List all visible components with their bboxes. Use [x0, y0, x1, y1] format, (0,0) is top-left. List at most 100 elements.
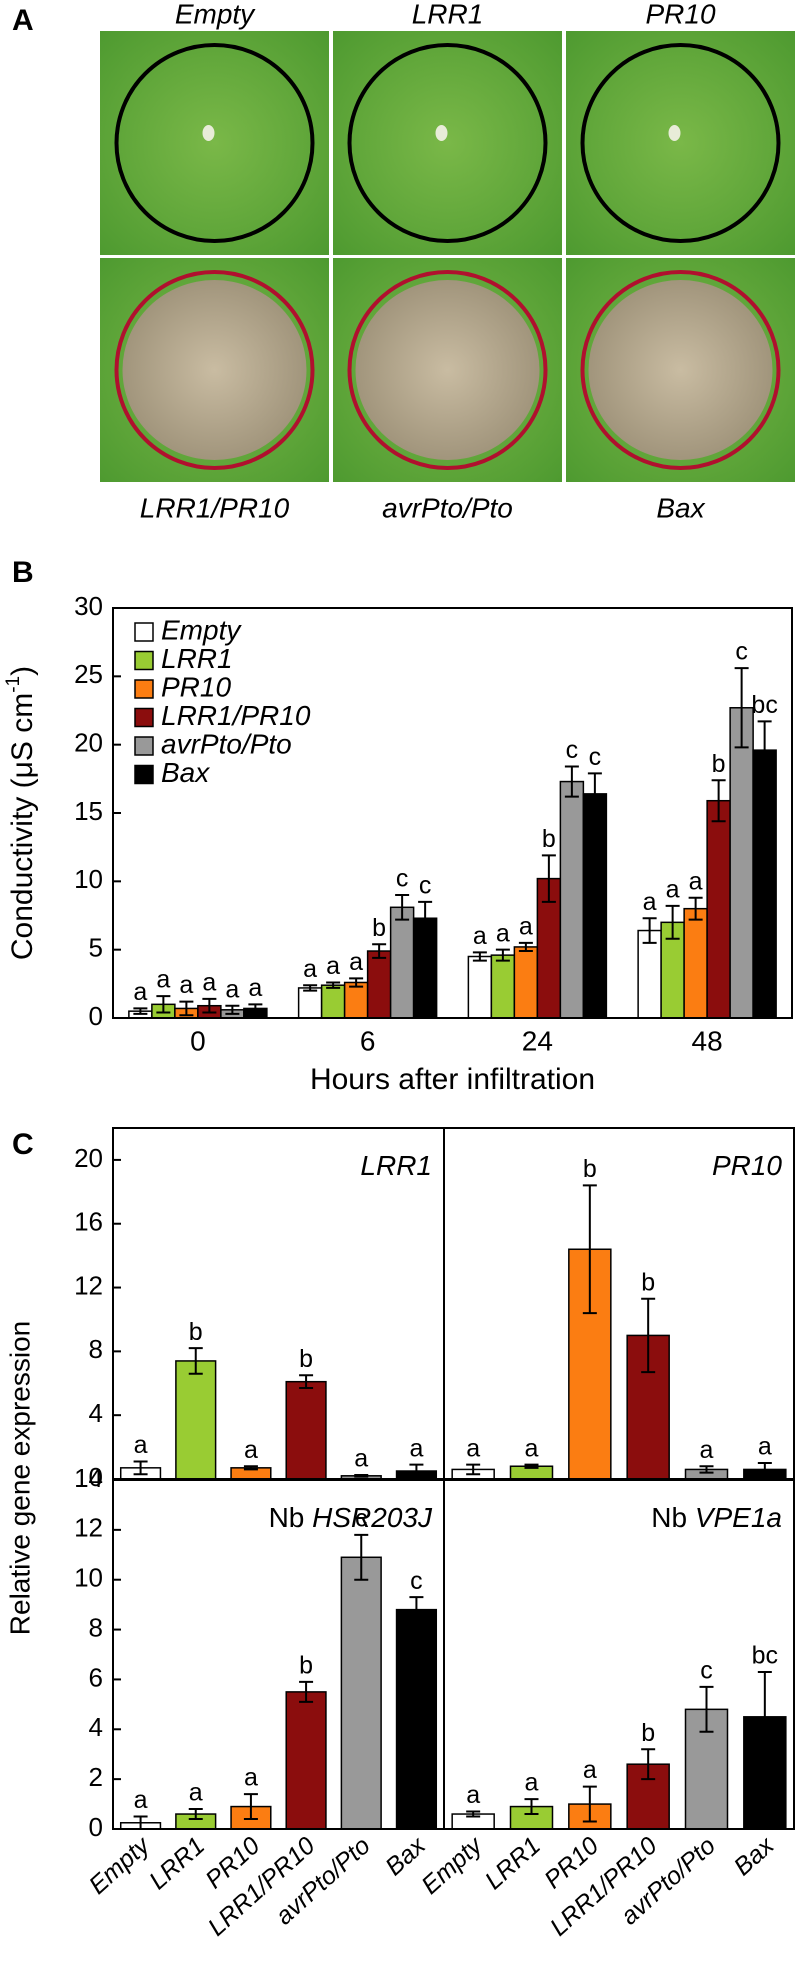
infiltration-ring [114, 270, 315, 470]
bar [490, 954, 516, 1019]
significance-letter: b [712, 750, 726, 778]
plot-title: Nb VPE1a [651, 1502, 782, 1533]
error-bar [699, 1685, 714, 1733]
error-bar [188, 1808, 203, 1821]
bar [513, 946, 539, 1019]
panel-label: C [12, 1128, 34, 1161]
photo-grid [100, 31, 795, 482]
error-bar [354, 1533, 369, 1581]
error-bar [418, 900, 433, 936]
bar [729, 707, 754, 1019]
bar [175, 1360, 217, 1480]
y-tick-label: 25 [74, 659, 103, 689]
error-bar [524, 1463, 539, 1469]
leaf-photo [566, 31, 795, 255]
significance-letter: c [700, 1657, 713, 1685]
error-bar [372, 943, 387, 959]
error-bar [699, 1465, 714, 1474]
x-tick-label: Empty [416, 1831, 489, 1900]
significance-letter: c [396, 865, 409, 893]
x-tick-label: 48 [692, 1025, 723, 1056]
leaf-photo [100, 31, 329, 255]
significance-letter: bc [751, 691, 777, 719]
significance-letter: a [473, 922, 487, 950]
legend-label: LRR1/PR10 [161, 700, 311, 731]
significance-letter: a [225, 975, 239, 1003]
significance-letter: c [419, 871, 432, 899]
bar [389, 906, 415, 1019]
significance-letter: a [496, 919, 510, 947]
error-bar [582, 1184, 597, 1315]
legend-label: PR10 [161, 671, 231, 702]
significance-letter: a [179, 971, 193, 999]
error-bar [243, 1793, 258, 1821]
gene-name: PR10 [712, 1150, 782, 1181]
y-tick-label: 0 [89, 1812, 103, 1842]
significance-letter: a [700, 1436, 714, 1464]
error-bar [299, 1374, 314, 1390]
y-tick-label: 0 [89, 1462, 103, 1492]
wound [202, 125, 215, 141]
x-tick-label: Bax [729, 1831, 781, 1882]
y-tick-label: 14 [74, 1463, 103, 1493]
title-prefix: Nb [651, 1502, 687, 1533]
error-bar [156, 995, 171, 1014]
panel-label: B [12, 556, 34, 589]
x-tick-label: 6 [360, 1025, 376, 1056]
significance-letter: a [643, 888, 657, 916]
significance-letter: b [299, 1345, 313, 1373]
error-bar [642, 917, 657, 944]
error-bar [409, 1596, 424, 1624]
wound [668, 125, 681, 141]
photo-label: avrPto/Pto [382, 492, 513, 523]
error-bar [248, 1003, 263, 1014]
legend-label: Bax [161, 757, 210, 788]
error-bar [354, 1474, 369, 1478]
y-tick-label: 4 [89, 1398, 103, 1428]
significance-letter: a [156, 966, 170, 994]
error-bar [665, 904, 680, 940]
significance-letter: a [583, 1756, 597, 1784]
error-bar [225, 1004, 240, 1015]
significance-letter: c [566, 736, 579, 764]
error-bar [472, 951, 487, 962]
y-tick-label: 30 [74, 591, 103, 621]
significance-letter: a [248, 974, 262, 1002]
bar [467, 955, 493, 1019]
legend-swatch [134, 650, 154, 671]
leaf-photo [333, 31, 562, 255]
error-bar [466, 1810, 481, 1818]
infiltration-ring [580, 270, 781, 470]
y-tick-label: 8 [89, 1334, 103, 1364]
significance-letter: b [641, 1268, 655, 1296]
photo-label: LRR1 [412, 0, 484, 29]
y-axis-label: Conductivity (μS cm-1) [3, 666, 39, 960]
x-tick-label: LRR1 [144, 1832, 210, 1896]
legend-swatch [134, 622, 154, 642]
plot-frame [112, 607, 793, 1019]
error-bar [409, 1463, 424, 1479]
significance-letter: a [689, 867, 703, 895]
y-tick-label: 4 [89, 1712, 103, 1742]
error-bar [541, 854, 556, 903]
gene-name: VPE1a [695, 1502, 782, 1533]
photo-label: PR10 [645, 0, 715, 29]
infiltration-ring [347, 43, 548, 243]
significance-letter: b [542, 825, 556, 853]
y-tick-label: 5 [89, 933, 103, 963]
legend-swatch [134, 736, 154, 756]
error-bar [757, 720, 772, 780]
y-label-text: Conductivity (μS cm [6, 693, 39, 960]
x-tick-label: LRR1 [480, 1832, 546, 1896]
y-tick-label: 8 [89, 1612, 103, 1642]
plot-frame [443, 1479, 795, 1830]
infiltration-ring [347, 270, 548, 470]
error-bar [582, 1785, 597, 1823]
legend-label: LRR1 [161, 643, 233, 674]
panel-label: A [12, 4, 34, 37]
significance-letter: c [355, 1504, 368, 1532]
y-tick-label: 16 [74, 1207, 103, 1237]
y-axis-label: Relative gene expression [4, 1321, 35, 1635]
